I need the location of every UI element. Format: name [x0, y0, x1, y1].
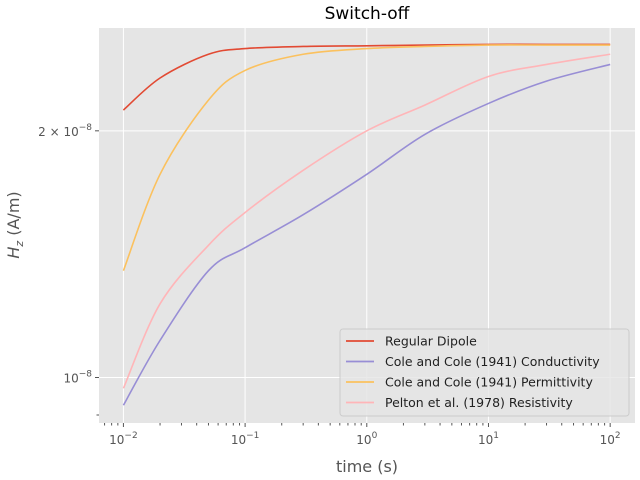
legend-label: Cole and Cole (1941) Permittivity	[385, 375, 593, 390]
y-axis-label: Hz (A/m)	[4, 191, 26, 258]
legend-label: Pelton et al. (1978) Resistivity	[385, 395, 573, 410]
x-axis-label: time (s)	[336, 457, 398, 476]
legend-box	[339, 328, 630, 417]
x-tick-label: 100	[356, 431, 377, 447]
x-tick-label: 10−1	[231, 431, 260, 447]
y-tick-label: 10−8	[63, 370, 92, 386]
legend-label: Regular Dipole	[385, 334, 477, 349]
legend: Regular Dipole Cole and Cole (1941) Condu…	[339, 328, 630, 417]
x-tick-label: 102	[600, 431, 621, 447]
y-tick-label: 2 × 10−8	[38, 123, 92, 139]
x-tick-label: 101	[478, 431, 499, 447]
series-line-3	[122, 44, 611, 271]
legend-label: Cole and Cole (1941) Conductivity	[385, 354, 600, 369]
series-line-4	[122, 53, 611, 389]
chart-title: Switch-off	[325, 4, 411, 24]
series-line-2	[122, 63, 611, 406]
x-tick-label: 10−2	[109, 431, 138, 447]
